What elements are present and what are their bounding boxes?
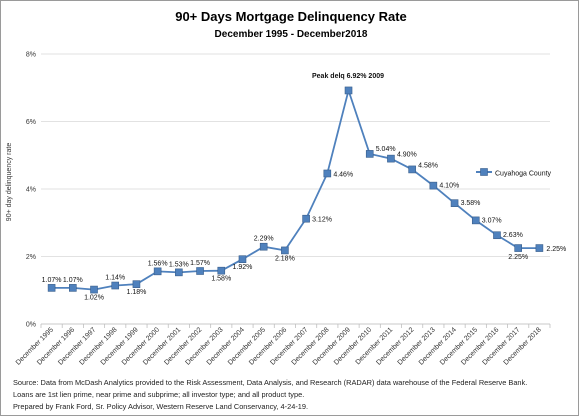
data-label: 2.18%	[275, 255, 295, 262]
data-label: 2.63%	[503, 232, 523, 239]
data-label: 4.90%	[397, 152, 417, 159]
data-label: 1.18%	[127, 289, 147, 296]
x-tick-label: December 2005	[227, 326, 267, 366]
series-layer	[47, 86, 544, 294]
data-point	[387, 154, 395, 163]
x-tick-label: December 2003	[185, 326, 225, 366]
chart-title: 90+ Days Mortgage Delinquency Rate	[175, 9, 407, 24]
x-tick-label: December 1999	[100, 326, 140, 366]
y-tick-label: 6%	[26, 119, 36, 126]
data-point	[132, 280, 141, 288]
data-point	[365, 150, 374, 158]
data-point	[471, 216, 480, 225]
data-point	[69, 284, 77, 292]
x-tick-label: December 1998	[78, 326, 118, 366]
y-tick-label: 2%	[26, 254, 36, 261]
data-label: 1.02%	[84, 295, 104, 302]
data-point	[259, 242, 268, 251]
x-tick-label: December 2008	[291, 326, 331, 366]
data-point	[281, 246, 289, 255]
chart-subtitle: December 1995 - December2018	[215, 29, 368, 40]
legend: Cuyahoga County	[476, 168, 552, 178]
x-tick-label: December 2013	[397, 326, 437, 366]
data-point	[408, 165, 416, 174]
data-point	[90, 285, 98, 294]
data-point	[153, 267, 162, 276]
data-label: 1.58%	[211, 276, 231, 283]
data-label: 1.07%	[63, 277, 83, 284]
data-point	[47, 284, 56, 292]
y-tick-label: 4%	[26, 187, 36, 194]
footer-loans: Loans are 1st lien prime, near prime and…	[13, 390, 305, 399]
data-label: 5.04%	[376, 146, 396, 153]
data-point	[429, 181, 438, 190]
data-label: 3.07%	[482, 217, 502, 224]
x-tick-label: December 2016	[460, 326, 500, 366]
data-label: 2.25%	[546, 246, 566, 253]
data-label: 4.46%	[333, 171, 353, 178]
data-label: 4.58%	[418, 162, 438, 169]
x-tick-label: December 2014	[418, 326, 458, 366]
data-label-layer: 1.07% 1.07% 1.02% 1.14%1.18% 1.56% 1.53% 1.57%…	[42, 146, 567, 302]
x-tick-label: December 2001	[142, 326, 182, 366]
x-tick-label: December 1996	[36, 326, 76, 366]
data-label: 1.57%	[190, 260, 210, 267]
peak-annotation: Peak delq 6.92% 2009	[312, 73, 384, 80]
data-point	[111, 281, 120, 290]
data-point	[535, 244, 544, 252]
y-tick-label: 8%	[26, 52, 36, 59]
data-point	[302, 214, 310, 223]
x-tick-label: December 2011	[355, 326, 395, 366]
y-tick-label: 0%	[26, 322, 36, 329]
data-label: 1.53%	[169, 261, 189, 268]
data-point	[175, 268, 183, 277]
x-tick-label: December 2009	[312, 326, 352, 366]
data-label: 3.12%	[312, 217, 332, 224]
footer-prepared: Prepared by Frank Ford, Sr. Policy Advis…	[13, 402, 309, 411]
data-point	[450, 199, 459, 207]
x-tick-label: December 2000	[121, 326, 161, 366]
data-label: 4.10%	[439, 183, 459, 190]
data-point	[514, 244, 522, 252]
data-point	[217, 266, 226, 275]
series-line	[51, 87, 540, 291]
data-label: 2.25%	[508, 254, 528, 261]
x-tick-label: December 2018	[503, 326, 543, 366]
x-tick-label: December 2004	[206, 326, 246, 366]
data-point	[323, 169, 332, 178]
legend-marker	[480, 168, 488, 176]
data-point	[493, 231, 501, 240]
x-tick-label: December 2007	[269, 326, 309, 366]
data-label: 1.92%	[233, 264, 253, 271]
x-tick-label: December 1995	[15, 326, 55, 366]
data-label: 1.56%	[148, 260, 168, 267]
data-label: 1.14%	[105, 275, 125, 282]
x-tick-label: December 2010	[333, 326, 373, 366]
legend-label: Cuyahoga County	[495, 171, 552, 178]
x-tick-label: December 2015	[439, 326, 479, 366]
data-point	[344, 86, 353, 95]
x-tick-label: December 2006	[248, 326, 288, 366]
data-point	[196, 267, 204, 275]
data-label: 1.07%	[42, 277, 62, 284]
x-tick-label: December 2017	[481, 326, 521, 366]
footer-source: Source: Data from McDash Analytics provi…	[13, 378, 528, 387]
x-tick-label: December 1997	[57, 326, 97, 366]
data-label: 2.29%	[254, 236, 274, 243]
data-point	[238, 255, 247, 263]
data-label: 3.58%	[461, 200, 481, 207]
x-tick-label: December 2012	[375, 326, 415, 366]
y-axis-label: 90+ day delinquency rate	[6, 143, 13, 222]
x-tick-label: December 2002	[163, 326, 203, 366]
